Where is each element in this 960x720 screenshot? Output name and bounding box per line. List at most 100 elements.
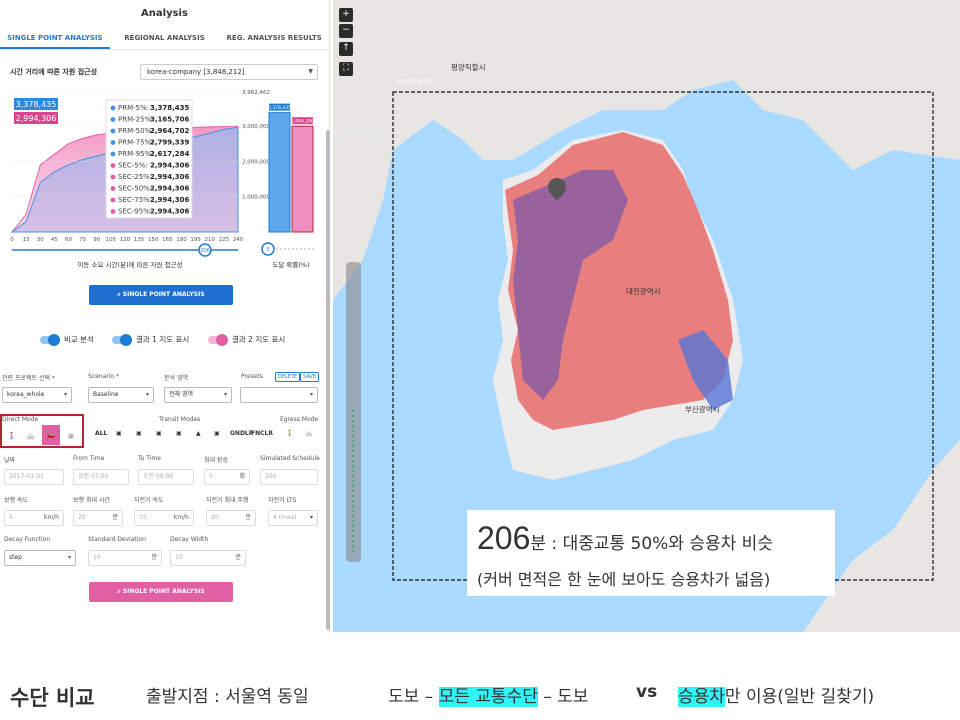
cable-car-icon[interactable]: ▣ — [214, 430, 220, 437]
zoom-in-icon[interactable]: + — [339, 8, 353, 22]
std-dev-value: 10 — [93, 554, 101, 561]
result-caption: 206분 : 대중교통 50%와 승용차 비슷 (커버 면적은 한 눈에 보아도… — [467, 510, 835, 596]
tooltip-label: SEC-95%: — [118, 208, 152, 216]
compass-icon[interactable]: ↑ — [339, 42, 353, 56]
result2-toggle[interactable]: 결과 2 지도 표시 — [208, 334, 285, 346]
fullscreen-icon[interactable]: ⛶ — [339, 62, 353, 76]
panel-title: Analysis — [141, 8, 188, 19]
tab-regional[interactable]: REGIONAL ANALYSIS — [124, 34, 205, 42]
zoom-out-icon[interactable]: − — [339, 24, 353, 38]
from-time-label: From Time — [73, 455, 105, 462]
compare-toggle[interactable]: 비교 분석 — [40, 334, 94, 346]
project-dataset-select[interactable]: korea-company [3,848,212] ▼ — [140, 64, 318, 80]
scenario-select[interactable]: Baseline ▾ — [88, 387, 154, 403]
x-tick-label: 240 — [233, 237, 244, 243]
toggle-switch[interactable] — [40, 334, 60, 346]
x-tick-label: 15 — [23, 237, 30, 243]
time-slider-value: 206 — [200, 248, 210, 254]
date-field[interactable]: 2017-01-01 — [4, 469, 64, 485]
save-button[interactable]: SAVE — [300, 372, 319, 382]
tooltip-label: PRM-5%: — [118, 104, 149, 112]
std-dev-field[interactable]: 10 분 — [88, 550, 162, 566]
decay-width-field[interactable]: 10 분 — [170, 550, 246, 566]
area-label: 분석 영역 — [164, 375, 188, 382]
presets-select[interactable]: ▾ — [240, 387, 318, 403]
access-row: 시간 거리에 따른 자원 접근성 korea-company [3,848,21… — [10, 64, 319, 80]
rail-icon[interactable]: ▣ — [156, 430, 162, 437]
tab-reg-results[interactable]: REG. ANALYSIS RESULTS — [226, 34, 322, 42]
delete-button[interactable]: DELETE — [275, 372, 301, 382]
tooltip-value: 2,617,284 — [150, 150, 190, 158]
label-pyongyang: 평양직할시 — [451, 63, 486, 72]
subway-icon[interactable]: ▣ — [176, 430, 182, 437]
bus-icon[interactable]: ▣ — [116, 430, 122, 437]
decay-function-select[interactable]: step ▾ — [4, 550, 76, 566]
origin-pin-icon[interactable] — [548, 178, 566, 200]
bike-speed-field[interactable]: 15 km/h — [134, 510, 194, 526]
tooltip-swatch — [110, 209, 116, 214]
panel-scrollbar[interactable] — [326, 130, 330, 630]
single-point-analysis-button[interactable]: ⌕ SINGLE POINT ANALYSIS — [89, 285, 233, 305]
tooltip-value: 3,378,435 — [150, 104, 190, 112]
time-slider-handle[interactable] — [198, 243, 212, 257]
bike-time-field[interactable]: 20 분 — [206, 510, 256, 526]
rideshare-icon[interactable]: ▣ — [67, 432, 75, 440]
single-point-analysis-button-2[interactable]: ⌕ SINGLE POINT ANALYSIS — [89, 582, 233, 602]
funicular-button[interactable]: FNCLR — [251, 430, 273, 437]
tooltip-swatch — [110, 174, 116, 180]
tooltip-label: PRM-95%: — [118, 150, 154, 158]
caption-minutes: 206 — [477, 520, 531, 556]
walk-time-value: 20 — [78, 514, 86, 521]
toggle-switch[interactable] — [208, 334, 228, 346]
tab-single-point[interactable]: SINGLE POINT ANALYSIS — [0, 28, 110, 49]
chevron-down-icon: ▾ — [145, 391, 149, 398]
x-tick-label: 120 — [120, 237, 131, 243]
tooltip-swatch — [110, 117, 116, 122]
egress-bike-icon[interactable]: 🚲 — [305, 430, 313, 437]
y-tick-label: 3,962,462 — [242, 90, 270, 96]
tooltip-label: SEC-25%: — [118, 173, 152, 181]
toggle-switch[interactable] — [112, 334, 132, 346]
ferry-icon[interactable]: ▲ — [196, 430, 201, 437]
x-tick-label: 195 — [190, 237, 201, 243]
transit-all-button[interactable]: ALL — [95, 430, 108, 437]
prob-slider-handle[interactable] — [261, 242, 275, 256]
walk-icon[interactable]: 🚶 — [7, 432, 17, 440]
car-icon[interactable]: 🚗 — [42, 425, 60, 445]
bike-time-value: 20 — [211, 514, 219, 521]
bike-lts-label: 자전거 LTS — [268, 497, 297, 504]
tooltip-label: SEC-50%: — [118, 185, 152, 193]
area-select[interactable]: 전체 영역 ▾ — [164, 387, 232, 403]
walk-speed-value: 5 — [9, 514, 13, 521]
tram-icon[interactable]: ▣ — [136, 430, 142, 437]
bike-lts-value: 4 (max) — [273, 514, 297, 521]
walk-time-field[interactable]: 20 분 — [73, 510, 123, 526]
run-button-2-label: SINGLE POINT ANALYSIS — [122, 588, 205, 595]
walk-speed-field[interactable]: 5 km/h — [4, 510, 64, 526]
egress-walk-icon[interactable]: 🚶 — [286, 430, 294, 437]
run-button-label: SINGLE POINT ANALYSIS — [122, 291, 205, 298]
from-time-field[interactable]: 오전 07:00 — [73, 469, 129, 485]
max-transfer-value: 5 — [209, 473, 213, 480]
gondola-button[interactable]: GNDLR — [230, 430, 254, 437]
tab-bar: SINGLE POINT ANALYSIS REGIONAL ANALYSIS … — [0, 28, 329, 50]
simulated-schedule-field[interactable]: 200 — [260, 469, 318, 485]
x-tick-label: 180 — [176, 237, 187, 243]
project-select[interactable]: korea_whole ▾ — [2, 387, 72, 403]
decay-function-label: Decay Function — [4, 536, 51, 543]
decay-width-value: 10 — [175, 554, 183, 561]
bike-lts-select[interactable]: 4 (max) ▾ — [268, 510, 318, 526]
tooltip-swatch — [110, 128, 116, 134]
to-time-field[interactable]: 오전 09:00 — [138, 469, 194, 485]
tooltip-swatch — [110, 197, 116, 203]
x-tick-label: 210 — [205, 237, 216, 243]
result1-toggle[interactable]: 결과 1 지도 표시 — [112, 334, 189, 346]
probability-bar — [291, 125, 314, 233]
search-icon: ⌕ — [117, 291, 123, 298]
bike-speed-unit: km/h — [173, 514, 189, 521]
bike-icon[interactable]: 🚲 — [26, 432, 36, 440]
analysis-panel: Analysis SINGLE POINT ANALYSIS REGIONAL … — [0, 0, 330, 632]
probability-bar — [268, 112, 291, 233]
max-transfer-label: 최대 환승 — [204, 457, 228, 464]
